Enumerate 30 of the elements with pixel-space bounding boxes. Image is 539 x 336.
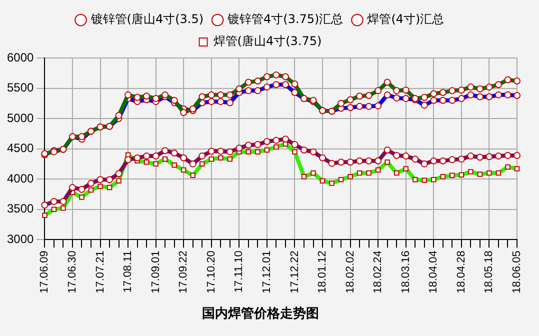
y-tick-label: 3000 [6,232,34,246]
x-tick-label: 17.12.22 [288,250,301,294]
x-tick-label: 18.02.02 [344,250,356,294]
y-tick-label: 4500 [6,141,34,156]
x-tick-label: 17.11.10 [233,250,246,293]
y-tick-label: 5000 [6,110,34,125]
x-tick-label: 18.01.12 [316,250,329,294]
legend-label: 镀锌管(唐山4寸(3.5) [90,12,204,26]
x-tick-label: 17.09.22 [178,250,190,294]
legend-label: 焊管(4寸)汇总 [367,12,444,26]
x-tick-label: 18.04.28 [455,250,468,294]
x-tick-label: 17.06.09 [38,250,51,294]
x-tick-label: 18.03.16 [400,250,412,294]
text: 国内焊管价格走势图 [202,306,319,322]
x-tick-label: 18.05.18 [483,250,496,294]
x-tick-label: 17.08.11 [122,250,134,293]
x-tick-label: 18.04.04 [428,250,440,294]
y-tick-label: 6000 [6,50,34,64]
y-tick-label: 3500 [6,202,34,216]
x-tick-label: 17.07.21 [94,250,106,294]
x-tick-label: 17.10.20 [205,250,218,294]
legend-label: 镀锌管4寸(3.75)汇总 [226,12,344,26]
legend-label: 焊管(唐山4寸(3.75) [213,34,322,48]
x-tick-label: 18.06.05 [511,250,524,294]
y-tick-label: 5500 [6,80,34,95]
x-tick-label: 17.06.30 [66,250,79,294]
x-tick-label: 18.02.24 [372,250,384,294]
x-tick-label: 17.12.01 [260,250,273,294]
y-tick-label: 4000 [6,171,34,186]
x-tick-label: 17.09.01 [150,250,162,294]
